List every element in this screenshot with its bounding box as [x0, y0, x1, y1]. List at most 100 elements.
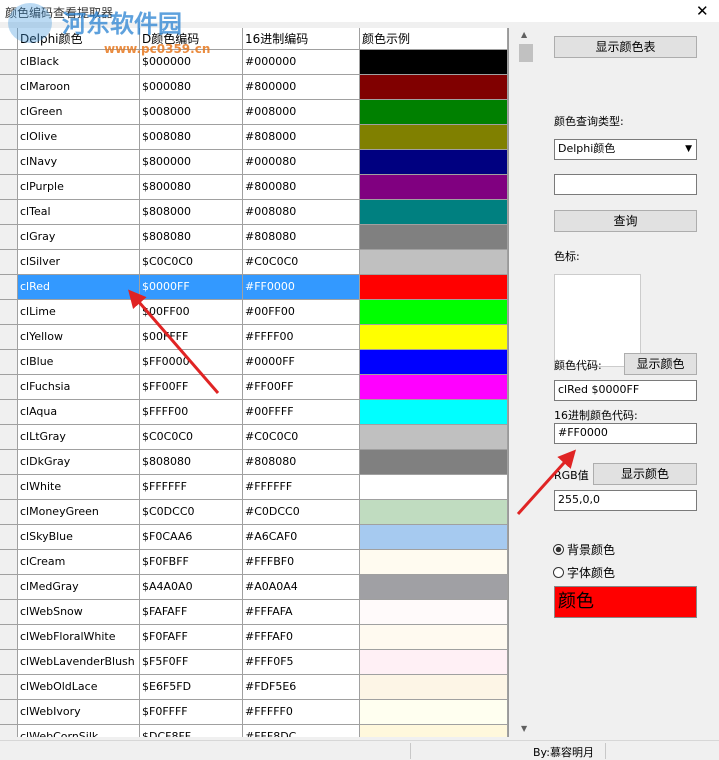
grid-row[interactable]: clWebSnow $FAFAFF #FFFAFA	[0, 600, 508, 625]
grid-cell: #A0A0A4	[243, 575, 360, 600]
grid-row[interactable]: clWebCornSilk $DCF8FF #FFF8DC	[0, 725, 508, 737]
grid-row[interactable]: clFuchsia $FF00FF #FF00FF	[0, 375, 508, 400]
grid-row[interactable]: clMaroon $000080 #800000	[0, 75, 508, 100]
radio-dot	[553, 544, 564, 555]
grid-cell: #FFFF00	[243, 325, 360, 350]
color-swatch	[360, 625, 508, 650]
grid-row[interactable]: clSilver $C0C0C0 #C0C0C0	[0, 250, 508, 275]
grid-row[interactable]: clMoneyGreen $C0DCC0 #C0DCC0	[0, 500, 508, 525]
close-button[interactable]: ✕	[696, 2, 709, 20]
row-indicator	[0, 525, 18, 550]
grid-cell: clRed	[18, 275, 140, 300]
grid-cell: clTeal	[18, 200, 140, 225]
query-input[interactable]	[554, 174, 697, 195]
grid-cell: clOlive	[18, 125, 140, 150]
row-indicator	[0, 650, 18, 675]
row-indicator	[0, 250, 18, 275]
color-swatch	[360, 300, 508, 325]
grid-cell: $808080	[140, 450, 243, 475]
grid-row[interactable]: clWebIvory $F0FFFF #FFFFF0	[0, 700, 508, 725]
row-indicator	[0, 100, 18, 125]
select-value: Delphi颜色	[558, 142, 616, 155]
grid-cell: #FF0000	[243, 275, 360, 300]
grid-row[interactable]: clBlue $FF0000 #0000FF	[0, 350, 508, 375]
grid-row[interactable]: clPurple $800080 #800080	[0, 175, 508, 200]
rgb-show-button[interactable]: 显示颜色	[593, 463, 697, 485]
color-swatch	[360, 75, 508, 100]
grid-cell: #00FF00	[243, 300, 360, 325]
grid-row[interactable]: clDkGray $808080 #808080	[0, 450, 508, 475]
scroll-up[interactable]: ▲	[521, 30, 528, 39]
grid-row[interactable]: clOlive $008080 #808000	[0, 125, 508, 150]
grid-cell: $808080	[140, 225, 243, 250]
grid-row[interactable]: clWhite $FFFFFF #FFFFFF	[0, 475, 508, 500]
row-indicator	[0, 575, 18, 600]
color-code-label: 颜色代码:	[554, 359, 602, 372]
grid-cell: #008080	[243, 200, 360, 225]
color-swatch	[360, 650, 508, 675]
grid-cell: #008000	[243, 100, 360, 125]
grid-cell: #FF00FF	[243, 375, 360, 400]
grid-cell: $800080	[140, 175, 243, 200]
grid-row[interactable]: clYellow $00FFFF #FFFF00	[0, 325, 508, 350]
grid-row[interactable]: clGray $808080 #808080	[0, 225, 508, 250]
grid-cell: $F0FBFF	[140, 550, 243, 575]
grid-row[interactable]: clCream $F0FBFF #FFFBF0	[0, 550, 508, 575]
grid-row[interactable]: clBlack $000000 #000000	[0, 50, 508, 75]
color-swatch	[360, 700, 508, 725]
color-swatch	[360, 600, 508, 625]
grid-cell: $F0CAA6	[140, 525, 243, 550]
show-color-button[interactable]: 显示颜色	[624, 353, 697, 375]
grid-row[interactable]: clLtGray $C0C0C0 #C0C0C0	[0, 425, 508, 450]
color-code-input[interactable]: clRed $0000FF	[554, 380, 697, 401]
hex-input[interactable]: #FF0000	[554, 423, 697, 444]
color-swatch	[360, 475, 508, 500]
query-button[interactable]: 查询	[554, 210, 697, 232]
grid-row[interactable]: clGreen $008000 #008000	[0, 100, 508, 125]
color-swatch	[360, 325, 508, 350]
row-indicator	[0, 700, 18, 725]
grid-row[interactable]: clMedGray $A4A0A0 #A0A0A4	[0, 575, 508, 600]
color-swatch	[360, 100, 508, 125]
grid-cell: $008000	[140, 100, 243, 125]
query-type-select[interactable]: Delphi颜色 ▼	[554, 139, 697, 160]
scroll-down[interactable]: ▼	[521, 724, 528, 733]
grid-cell: clMaroon	[18, 75, 140, 100]
scrollbar[interactable]: ▲ ▼	[517, 28, 535, 737]
header-cell: D颜色编码	[140, 28, 243, 50]
window-title: 颜色编码查看提取器	[5, 6, 114, 20]
grid-row[interactable]: clWebLavenderBlush $F5F0FF #FFF0F5	[0, 650, 508, 675]
color-swatch	[360, 450, 508, 475]
grid-row[interactable]: clLime $00FF00 #00FF00	[0, 300, 508, 325]
swatch-box	[554, 274, 641, 367]
grid-row[interactable]: clNavy $800000 #000080	[0, 150, 508, 175]
grid-cell: $800000	[140, 150, 243, 175]
row-indicator	[0, 600, 18, 625]
grid-cell: $C0C0C0	[140, 250, 243, 275]
grid-row[interactable]: clRed $0000FF #FF0000	[0, 275, 508, 300]
grid-row[interactable]: clAqua $FFFF00 #00FFFF	[0, 400, 508, 425]
header-row: Delphi颜色 D颜色编码 16进制编码 颜色示例	[0, 28, 508, 50]
grid-cell: clWebCornSilk	[18, 725, 140, 737]
radio-option[interactable]: 字体颜色	[553, 564, 615, 581]
scroll-thumb[interactable]	[519, 44, 533, 62]
grid-cell: clWhite	[18, 475, 140, 500]
row-indicator	[0, 225, 18, 250]
grid-cell: clPurple	[18, 175, 140, 200]
grid-cell: $00FFFF	[140, 325, 243, 350]
radio-option[interactable]: 背景颜色	[553, 541, 615, 558]
grid-row[interactable]: clTeal $808000 #008080	[0, 200, 508, 225]
radio-label: 背景颜色	[567, 543, 616, 557]
grid-row[interactable]: clWebOldLace $E6F5FD #FDF5E6	[0, 675, 508, 700]
show-table-button[interactable]: 显示颜色表	[554, 36, 697, 58]
grid-cell: $F0FFFF	[140, 700, 243, 725]
grid-cell: #FFFFFF	[243, 475, 360, 500]
grid-cell: clLime	[18, 300, 140, 325]
color-swatch	[360, 275, 508, 300]
grid-row[interactable]: clSkyBlue $F0CAA6 #A6CAF0	[0, 525, 508, 550]
grid-cell: clDkGray	[18, 450, 140, 475]
grid-row[interactable]: clWebFloralWhite $F0FAFF #FFFAF0	[0, 625, 508, 650]
grid-cell: $DCF8FF	[140, 725, 243, 737]
rgb-input[interactable]: 255,0,0	[554, 490, 697, 511]
grid-cell: $C0C0C0	[140, 425, 243, 450]
